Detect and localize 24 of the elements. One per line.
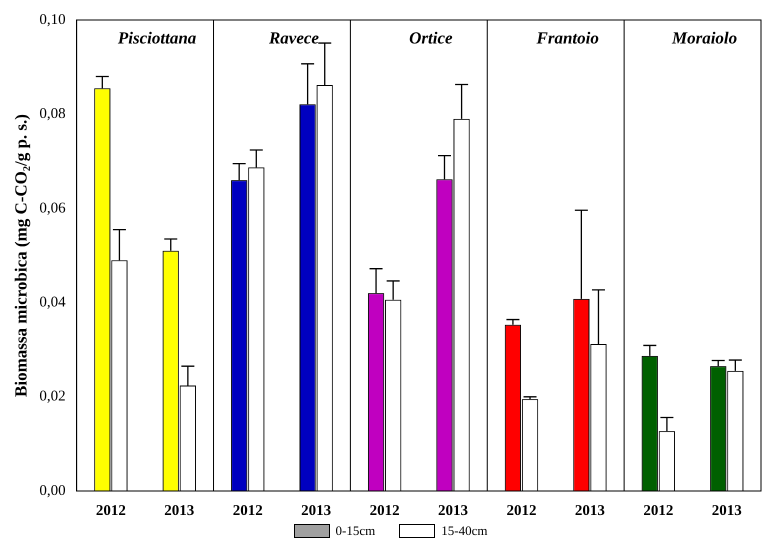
x-tick-label: 2012 bbox=[506, 502, 536, 519]
text: 15-40cm bbox=[441, 523, 488, 539]
x-tick-label: 2012 bbox=[370, 502, 400, 519]
x-tick-label: 2012 bbox=[643, 502, 674, 519]
x-tick-label: 2013 bbox=[301, 502, 332, 519]
x-tick-label: 2012 bbox=[96, 502, 126, 519]
annotation: Frantoio bbox=[536, 28, 599, 48]
y-tick-label: 0,10 bbox=[39, 12, 66, 28]
y-tick-label: 0,06 bbox=[39, 200, 66, 216]
y-tick-label: 0,08 bbox=[39, 106, 66, 122]
y-axis-title: Biomassa microbica (mg C-CO₂/g p. s.) bbox=[12, 114, 31, 397]
x-tick-label: 2013 bbox=[438, 502, 468, 519]
x-tick-label: 2013 bbox=[712, 502, 742, 519]
y-tick-label: 0,02 bbox=[39, 388, 66, 405]
annotation: Moraiolo bbox=[670, 28, 738, 48]
annotation: Ravece bbox=[268, 28, 320, 48]
x-tick-label: 2013 bbox=[164, 502, 194, 519]
y-tick-label: 0,00 bbox=[39, 482, 66, 499]
annotation: Ortice bbox=[409, 28, 453, 48]
x-tick-label: 2012 bbox=[232, 502, 263, 519]
x-tick-label: 2013 bbox=[574, 502, 605, 519]
y-tick-label: 0,04 bbox=[39, 294, 66, 311]
annotation: Pisciottana bbox=[116, 28, 197, 48]
text: 0-15cm bbox=[336, 523, 376, 539]
